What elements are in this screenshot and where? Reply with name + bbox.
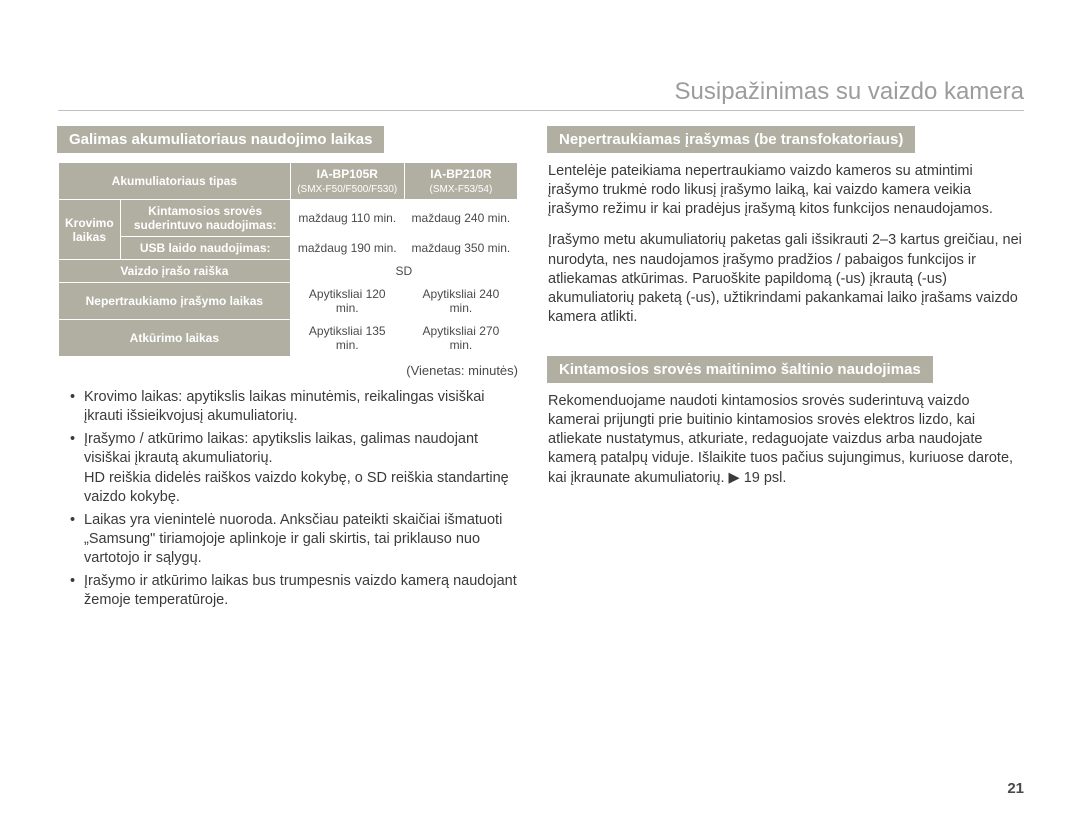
right-section-heading-1: Nepertraukiamas įrašymas (be transfokato… <box>548 127 914 152</box>
th-bp210r-sub: (SMX-F53/54) <box>430 184 493 195</box>
list-item: Laikas yra vienintelė nuoroda. Anksčiau … <box>70 511 518 568</box>
right-column: Nepertraukiamas įrašymas (be transfokato… <box>548 127 1024 614</box>
td-rec-bp210: Apytiksliai 240 min. <box>404 283 517 320</box>
td-play-bp210: Apytiksliai 270 min. <box>404 320 517 357</box>
td-ac-bp105: maždaug 110 min. <box>290 200 404 237</box>
left-section-heading: Galimas akumuliatoriaus naudojimo laikas <box>58 127 383 152</box>
list-item: Įrašymo ir atkūrimo laikas bus trumpesni… <box>70 572 518 610</box>
th-bp210r: IA-BP210R (SMX-F53/54) <box>404 163 517 200</box>
td-ac-bp210: maždaug 240 min. <box>404 200 517 237</box>
th-playback: Atkūrimo laikas <box>59 320 291 357</box>
list-item: Krovimo laikas: apytikslis laikas minutė… <box>70 388 518 426</box>
th-battery-type: Akumuliatoriaus tipas <box>59 163 291 200</box>
page-header-title: Susipažinimas su vaizdo kamera <box>58 78 1024 106</box>
td-rec-bp105: Apytiksliai 120 min. <box>290 283 404 320</box>
bullet-subtext: HD reiškia didelės raiškos vaizdo kokybę… <box>84 470 509 505</box>
td-play-bp105: Apytiksliai 135 min. <box>290 320 404 357</box>
th-charging-time: Krovimo laikas <box>59 200 121 260</box>
bullet-text: Įrašymo / atkūrimo laikas: apytikslis la… <box>84 431 478 466</box>
left-bullet-list: Krovimo laikas: apytikslis laikas minutė… <box>58 388 518 610</box>
table-row: Nepertraukiamo įrašymo laikas Apytikslia… <box>59 283 518 320</box>
td-usb-bp210: maždaug 350 min. <box>404 237 517 260</box>
unit-note: (Vienetas: minutės) <box>58 363 518 378</box>
th-bp105r: IA-BP105R (SMX-F50/F500/F530) <box>290 163 404 200</box>
header-rule <box>58 110 1024 111</box>
list-item: Įrašymo / atkūrimo laikas: apytikslis la… <box>70 430 518 507</box>
table-row: Akumuliatoriaus tipas IA-BP105R (SMX-F50… <box>59 163 518 200</box>
right-para-2: Įrašymo metu akumuliatorių paketas gali … <box>548 231 1024 327</box>
th-bp105r-label: IA-BP105R <box>317 167 378 181</box>
th-continuous-rec: Nepertraukiamo įrašymo laikas <box>59 283 291 320</box>
th-ac-adapter: Kintamosios srovės suderintuvo naudojima… <box>120 200 290 237</box>
page-number: 21 <box>1007 780 1024 797</box>
td-usb-bp105: maždaug 190 min. <box>290 237 404 260</box>
th-resolution: Vaizdo įrašo raiška <box>59 260 291 283</box>
right-para-3: Rekomenduojame naudoti kintamosios srovė… <box>548 392 1024 488</box>
td-resolution: SD <box>290 260 517 283</box>
right-para-1: Lentelėje pateikiama nepertraukiamo vaiz… <box>548 162 1024 219</box>
th-bp210r-label: IA-BP210R <box>430 167 491 181</box>
th-usb-cable: USB laido naudojimas: <box>120 237 290 260</box>
right-section-heading-2: Kintamosios srovės maitinimo šaltinio na… <box>548 357 932 382</box>
table-row: Atkūrimo laikas Apytiksliai 135 min. Apy… <box>59 320 518 357</box>
table-row: USB laido naudojimas: maždaug 190 min. m… <box>59 237 518 260</box>
battery-table: Akumuliatoriaus tipas IA-BP105R (SMX-F50… <box>58 162 518 357</box>
th-bp105r-sub: (SMX-F50/F500/F530) <box>297 184 397 195</box>
table-row: Krovimo laikas Kintamosios srovės suderi… <box>59 200 518 237</box>
table-row: Vaizdo įrašo raiška SD <box>59 260 518 283</box>
left-column: Galimas akumuliatoriaus naudojimo laikas… <box>58 127 518 614</box>
